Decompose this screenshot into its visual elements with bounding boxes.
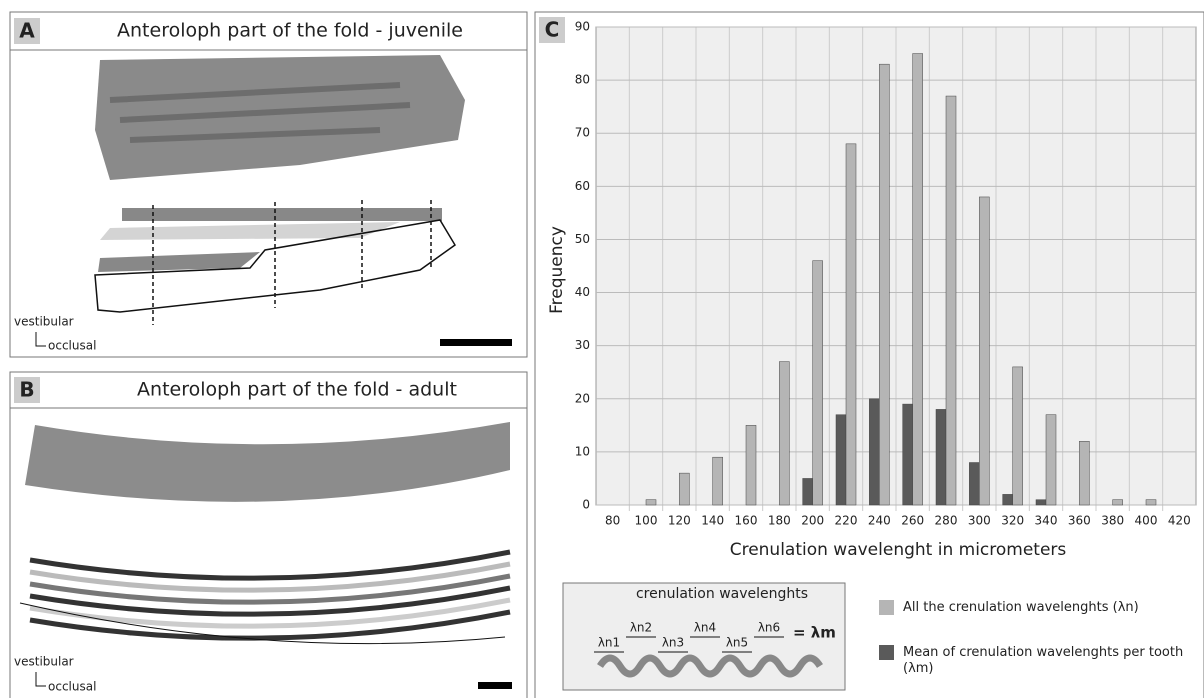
x-tick-label: 420 xyxy=(1168,514,1191,528)
bar xyxy=(935,409,947,506)
panel-letter-bg xyxy=(539,17,565,43)
panel-letter-bg xyxy=(14,377,40,403)
legend-label: All the crenulation wavelenghts (λn) xyxy=(903,600,1139,615)
wave-illustration xyxy=(597,654,823,678)
specimen-image xyxy=(25,422,510,502)
y-tick-label: 40 xyxy=(575,285,590,299)
bar xyxy=(912,53,923,506)
legend-swatch xyxy=(879,600,894,615)
panel-letter: A xyxy=(19,19,35,43)
bar xyxy=(945,95,957,506)
orientation-label: occlusal xyxy=(48,680,96,694)
bar xyxy=(835,414,847,506)
fold-band xyxy=(98,252,260,272)
legend-swatch xyxy=(879,645,894,660)
y-tick-label: 60 xyxy=(575,179,590,193)
y-axis-title: Frequency xyxy=(547,226,567,314)
bar xyxy=(745,425,757,506)
panel-letter: C xyxy=(545,18,560,42)
x-tick-label: 240 xyxy=(868,514,891,528)
bar xyxy=(969,462,980,506)
bar xyxy=(812,260,823,506)
scale-bar xyxy=(440,339,512,346)
bar xyxy=(979,196,990,506)
bar xyxy=(712,456,723,506)
bar xyxy=(1002,494,1013,506)
x-axis-title: Crenulation wavelenght in micrometers xyxy=(730,540,1067,560)
x-tick-label: 200 xyxy=(801,514,824,528)
orientation-label: occlusal xyxy=(48,339,96,353)
bar xyxy=(1145,499,1157,506)
wavelength-label: λn1 xyxy=(598,636,620,650)
fold-outline xyxy=(94,219,456,313)
x-tick-label: 180 xyxy=(768,514,791,528)
bar xyxy=(869,398,880,506)
inset-title: crenulation wavelenghts xyxy=(636,586,808,602)
bar xyxy=(1079,441,1090,506)
bar xyxy=(845,143,857,506)
x-tick-label: 120 xyxy=(668,514,691,528)
orientation-label: vestibular xyxy=(14,315,74,329)
orientation-axis xyxy=(35,672,46,687)
bar xyxy=(645,499,657,506)
y-tick-label: 10 xyxy=(575,444,590,458)
bar xyxy=(1112,499,1123,506)
y-tick-label: 70 xyxy=(575,126,590,140)
y-tick-label: 0 xyxy=(582,498,590,512)
x-tick-label: 300 xyxy=(968,514,991,528)
x-tick-label: 380 xyxy=(1101,514,1124,528)
x-tick-label: 400 xyxy=(1135,514,1158,528)
x-tick-label: 320 xyxy=(1001,514,1024,528)
panel-letter-bg xyxy=(14,18,40,44)
bar xyxy=(779,361,790,506)
bar xyxy=(902,403,913,506)
fold-band xyxy=(100,222,400,240)
x-tick-label: 80 xyxy=(605,514,620,528)
inset-result: = λm xyxy=(793,624,836,642)
bar xyxy=(679,472,690,506)
section-lines xyxy=(152,200,432,325)
x-tick-label: 280 xyxy=(935,514,958,528)
fold-band xyxy=(122,208,442,221)
orientation-axis xyxy=(35,332,46,347)
panel-frame xyxy=(9,371,528,698)
x-tick-label: 220 xyxy=(835,514,858,528)
x-tick-label: 360 xyxy=(1068,514,1091,528)
panel-letter: B xyxy=(19,378,34,402)
orientation-label: vestibular xyxy=(14,655,74,669)
bar xyxy=(802,478,813,506)
y-tick-label: 50 xyxy=(575,232,590,246)
y-tick-label: 30 xyxy=(575,338,590,352)
wavelength-label: λn6 xyxy=(758,621,780,635)
wavelength-label: λn5 xyxy=(726,636,748,650)
x-tick-label: 160 xyxy=(735,514,758,528)
bar xyxy=(1045,414,1057,506)
y-tick-label: 20 xyxy=(575,391,590,405)
bar xyxy=(1012,366,1023,506)
wavelength-label: λn2 xyxy=(630,621,652,635)
x-tick-label: 100 xyxy=(635,514,658,528)
y-tick-label: 80 xyxy=(575,73,590,87)
y-tick-label: 90 xyxy=(575,20,590,34)
panel-title: Anteroloph part of the fold - adult xyxy=(137,379,457,401)
x-tick-label: 340 xyxy=(1035,514,1058,528)
panel-title: Anteroloph part of the fold - juvenile xyxy=(117,20,463,42)
specimen-detail xyxy=(109,82,411,143)
wavelength-label: λn3 xyxy=(662,636,684,650)
x-tick-label: 140 xyxy=(701,514,724,528)
wavelength-label: λn4 xyxy=(694,621,716,635)
fold-outline xyxy=(19,602,506,645)
bar xyxy=(1035,499,1047,506)
fold-bands xyxy=(29,549,511,641)
bar xyxy=(879,63,890,506)
legend-label: Mean of crenulation wavelenghts per toot… xyxy=(903,645,1184,676)
x-tick-label: 260 xyxy=(901,514,924,528)
scale-bar xyxy=(478,682,512,689)
